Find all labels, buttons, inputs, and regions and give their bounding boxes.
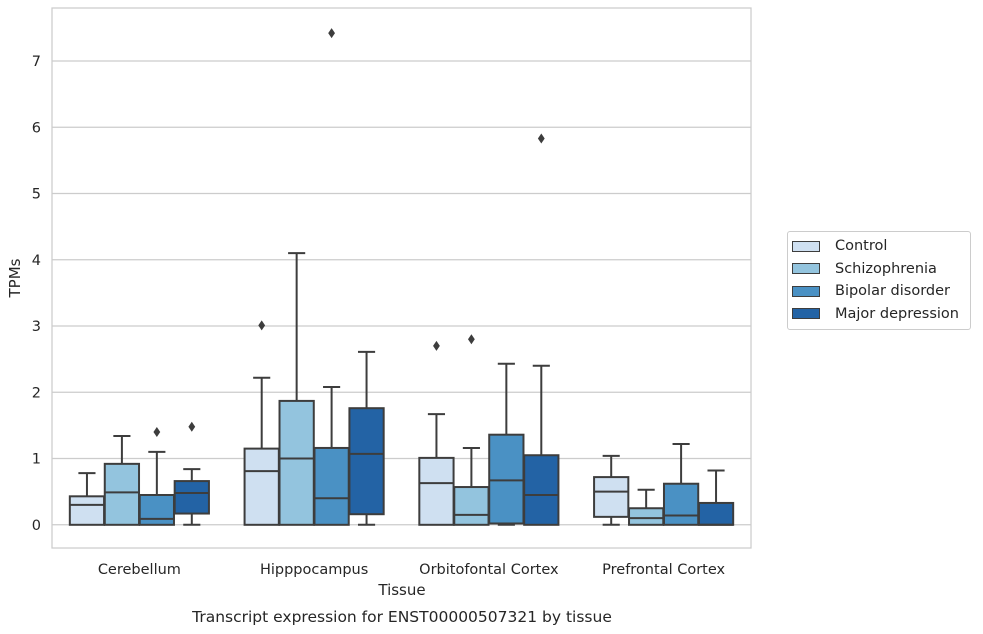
box-group bbox=[278, 252, 315, 526]
legend-label: Control bbox=[835, 238, 888, 255]
legend-swatch bbox=[792, 240, 820, 252]
x-axis-ticks: Cerebellum Hipppocampus Orbitofontal Corte… bbox=[98, 562, 726, 578]
outlier-point bbox=[433, 340, 440, 351]
y-tick-label: 3 bbox=[32, 319, 41, 335]
box-group bbox=[348, 350, 385, 526]
legend-item[interactable]: Control bbox=[788, 235, 970, 258]
plot-area-frame bbox=[51, 7, 752, 549]
box bbox=[313, 446, 350, 526]
y-tick-label: 2 bbox=[32, 385, 41, 401]
box-group bbox=[628, 488, 665, 526]
legend-swatch bbox=[792, 263, 820, 275]
box bbox=[138, 493, 175, 526]
y-axis-ticks: 0 1 2 3 4 5 6 7 bbox=[32, 54, 41, 534]
box bbox=[697, 501, 735, 526]
box bbox=[68, 495, 106, 526]
box bbox=[243, 447, 280, 526]
y-axis-label: TPMs bbox=[6, 258, 24, 298]
outlier-point bbox=[153, 427, 161, 438]
outlier-point bbox=[258, 320, 266, 331]
box-group bbox=[523, 133, 560, 526]
gridlines bbox=[52, 60, 751, 526]
y-tick-label: 7 bbox=[32, 54, 41, 70]
y-tick-label: 4 bbox=[32, 253, 41, 269]
box-group bbox=[313, 28, 350, 526]
box-group bbox=[453, 334, 490, 526]
box bbox=[278, 399, 315, 526]
box bbox=[173, 480, 210, 515]
legend-item[interactable]: Major depression bbox=[788, 303, 970, 326]
box bbox=[523, 454, 560, 526]
x-tick-label: Prefrontal Cortex bbox=[602, 562, 725, 578]
legend-swatch bbox=[792, 308, 820, 320]
y-tick-label: 6 bbox=[32, 120, 41, 136]
outlier-point bbox=[188, 421, 196, 432]
box bbox=[453, 486, 490, 526]
box-group bbox=[593, 454, 630, 526]
legend-label: Major depression bbox=[835, 305, 959, 322]
legend: Control Schizophrenia Bipolar disorder Majo… bbox=[787, 231, 971, 330]
y-tick-label: 1 bbox=[32, 452, 41, 468]
box bbox=[103, 462, 141, 526]
y-tick-label: 0 bbox=[32, 518, 41, 534]
box-group bbox=[173, 421, 210, 526]
box bbox=[593, 476, 630, 518]
box bbox=[662, 482, 700, 526]
outlier-point bbox=[537, 133, 545, 144]
box-group bbox=[243, 320, 280, 526]
box-group bbox=[103, 435, 141, 526]
box-group bbox=[418, 340, 455, 526]
box bbox=[418, 456, 455, 526]
box bbox=[628, 507, 665, 526]
y-tick-label: 5 bbox=[32, 187, 41, 203]
box-group bbox=[488, 362, 525, 526]
chart-title: Transcript expression for ENST0000050732… bbox=[191, 608, 612, 626]
x-tick-label: Hipppocampus bbox=[260, 562, 368, 578]
legend-label: Bipolar disorder bbox=[835, 283, 950, 300]
boxes bbox=[68, 28, 735, 526]
outlier-point bbox=[468, 334, 475, 345]
box-group bbox=[662, 442, 700, 526]
outlier-point bbox=[328, 28, 335, 39]
box bbox=[488, 433, 525, 525]
legend-item[interactable]: Schizophrenia bbox=[788, 258, 970, 281]
x-tick-label: Cerebellum bbox=[98, 562, 181, 578]
box-group bbox=[138, 427, 175, 526]
legend-swatch bbox=[792, 285, 820, 297]
x-tick-label: Orbitofontal Cortex bbox=[419, 562, 559, 578]
x-axis-label: Tissue bbox=[377, 581, 425, 599]
legend-item[interactable]: Bipolar disorder bbox=[788, 280, 970, 303]
box bbox=[348, 407, 385, 516]
box-group bbox=[697, 469, 735, 526]
box-group bbox=[68, 472, 106, 526]
legend-label: Schizophrenia bbox=[835, 260, 937, 277]
